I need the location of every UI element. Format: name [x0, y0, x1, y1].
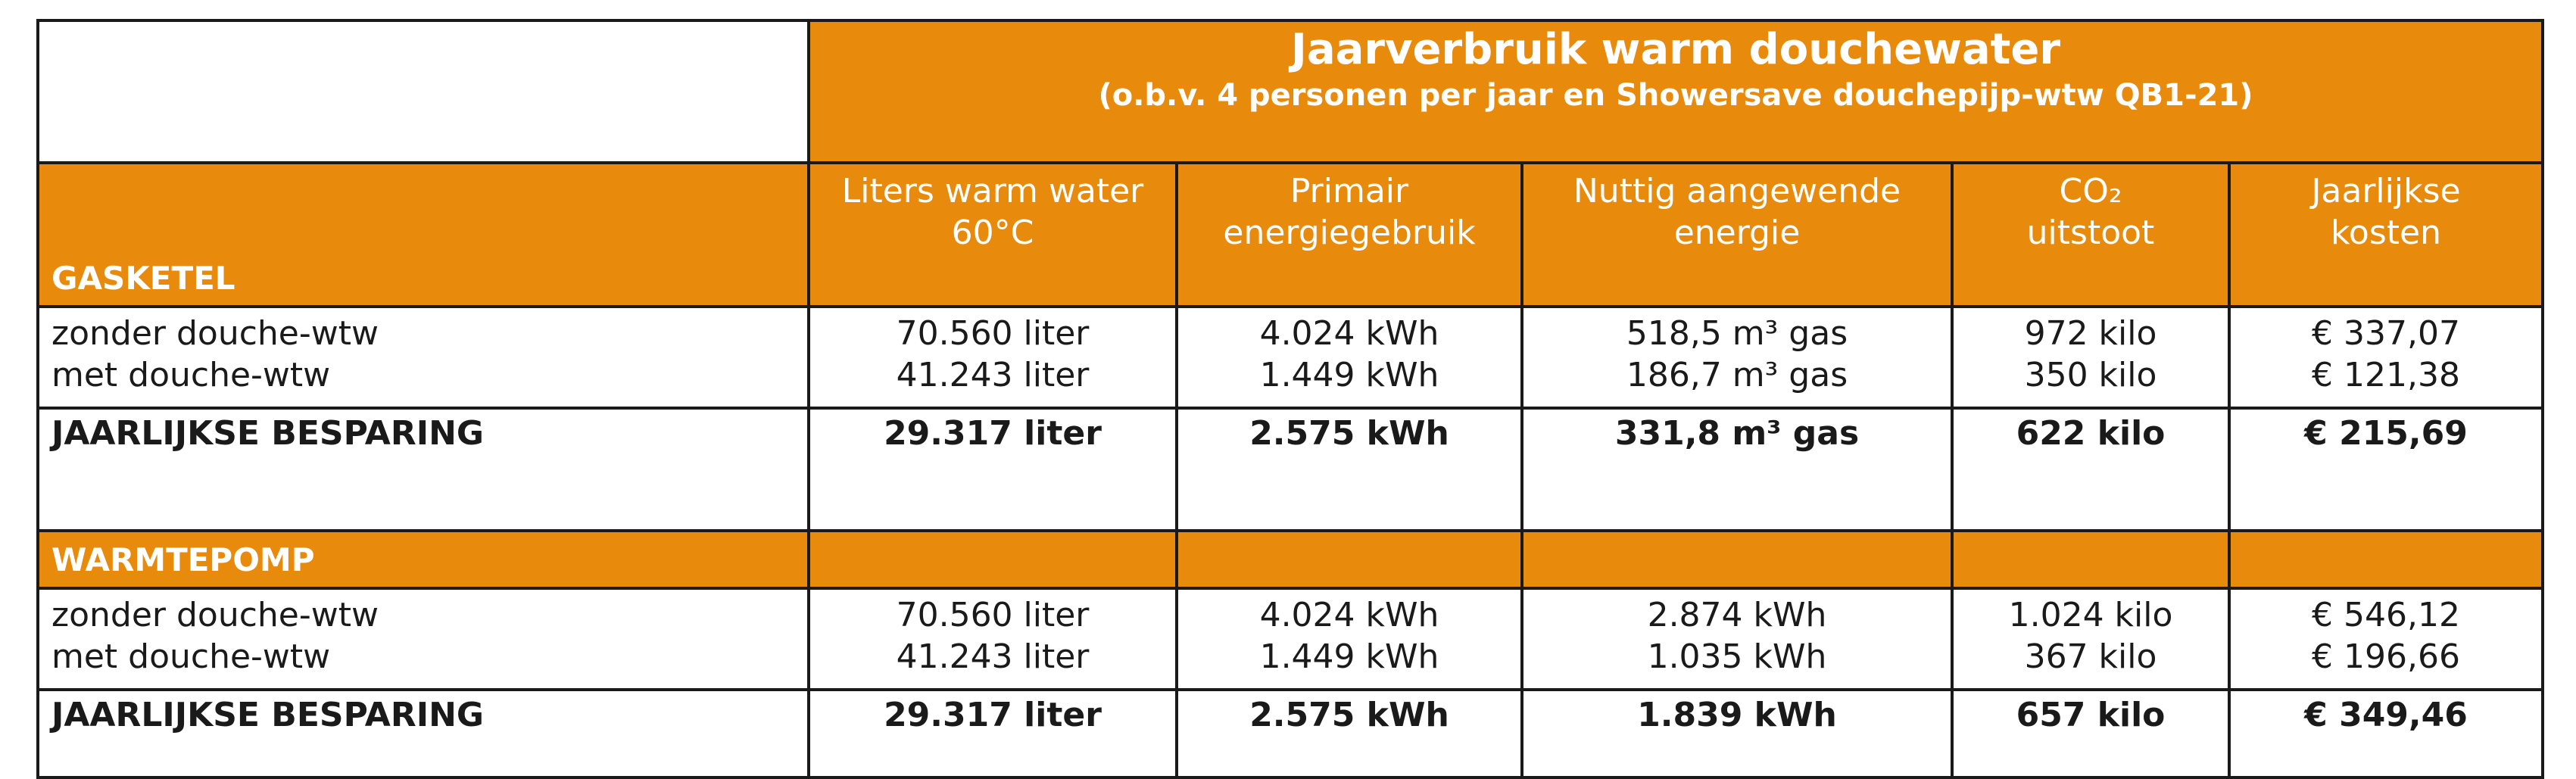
- cell-value: 350 kilo: [2024, 356, 2157, 394]
- table-cell: 2.874 kWh 1.035 kWh: [1520, 587, 1954, 691]
- cell-value: 1.449 kWh: [1259, 637, 1439, 676]
- table-cell: 518,5 m³ gas 186,7 m³ gas: [1520, 305, 1954, 410]
- column-header-line2: 60°C: [951, 213, 1034, 252]
- corner-cell: [36, 19, 810, 164]
- section-header-cell: [1951, 529, 2231, 590]
- cell-value: 367 kilo: [2024, 637, 2157, 676]
- cell-value: 1.035 kWh: [1647, 637, 1827, 676]
- cell-value: 2.874 kWh: [1647, 596, 1827, 634]
- savings-value: 1.839 kWh: [1520, 688, 1954, 779]
- column-header-row: GASKETEL Liters warm water 60°C Primair …: [36, 161, 2545, 308]
- section-label-gasketel: GASKETEL: [36, 161, 810, 308]
- savings-value: € 349,46: [2227, 688, 2545, 779]
- row-label: met douche-wtw: [51, 356, 331, 394]
- table-cell: 4.024 kWh 1.449 kWh: [1175, 587, 1523, 691]
- cell-value: 518,5 m³ gas: [1626, 314, 1848, 353]
- savings-value: 331,8 m³ gas: [1520, 407, 1954, 532]
- column-header-line1: Liters warm water: [841, 172, 1144, 210]
- column-header-line1: Primair: [1290, 172, 1409, 210]
- cell-value: 70.560 liter: [896, 314, 1090, 353]
- column-header-line2: energiegebruik: [1223, 213, 1476, 252]
- section-header-row: WARMTEPOMP: [36, 529, 2545, 590]
- savings-value: 2.575 kWh: [1175, 688, 1523, 779]
- table-cell: € 337,07 € 121,38: [2227, 305, 2545, 410]
- row-label: zonder douche-wtw: [51, 596, 379, 634]
- column-header-co2: CO₂ uitstoot: [1951, 161, 2231, 308]
- title-row: Jaarverbruik warm douchewater (o.b.v. 4 …: [36, 19, 2545, 164]
- section-header-cell: [1175, 529, 1523, 590]
- section-header-cell: [1520, 529, 1954, 590]
- section-header-cell: [807, 529, 1178, 590]
- table-cell: 4.024 kWh 1.449 kWh: [1175, 305, 1523, 410]
- column-header-line1: Jaarlijkse: [2311, 172, 2461, 210]
- cell-value: 186,7 m³ gas: [1626, 356, 1848, 394]
- column-header-line1: CO₂: [2059, 172, 2122, 210]
- table-cell: 972 kilo 350 kilo: [1951, 305, 2231, 410]
- column-header-line2: energie: [1673, 213, 1801, 252]
- savings-value: € 215,69: [2227, 407, 2545, 532]
- row-labels: zonder douche-wtw met douche-wtw: [36, 305, 810, 410]
- column-header-primary-energy: Primair energiegebruik: [1175, 161, 1523, 308]
- row-label: met douche-wtw: [51, 637, 331, 676]
- cell-value: 41.243 liter: [896, 637, 1090, 676]
- energy-comparison-table: Jaarverbruik warm douchewater (o.b.v. 4 …: [36, 19, 2545, 779]
- table-cell: 1.024 kilo 367 kilo: [1951, 587, 2231, 691]
- table-cell: € 546,12 € 196,66: [2227, 587, 2545, 691]
- table-cell: 70.560 liter 41.243 liter: [807, 305, 1178, 410]
- row-label: zonder douche-wtw: [51, 314, 379, 353]
- cell-value: 4.024 kWh: [1259, 314, 1439, 353]
- column-header-useful-energy: Nuttig aangewende energie: [1520, 161, 1954, 308]
- savings-value: 657 kilo: [1951, 688, 2231, 779]
- savings-value: 29.317 liter: [807, 688, 1178, 779]
- row-labels: zonder douche-wtw met douche-wtw: [36, 587, 810, 691]
- cell-value: € 196,66: [2312, 637, 2460, 676]
- cell-value: 972 kilo: [2024, 314, 2157, 353]
- table-row: zonder douche-wtw met douche-wtw 70.560 …: [36, 305, 2545, 410]
- cell-value: € 546,12: [2312, 596, 2460, 634]
- column-header-costs: Jaarlijkse kosten: [2227, 161, 2545, 308]
- savings-label: JAARLIJKSE BESPARING: [36, 688, 810, 779]
- column-header-line2: kosten: [2331, 213, 2441, 252]
- column-header-line2: uitstoot: [2026, 213, 2155, 252]
- savings-row: JAARLIJKSE BESPARING 29.317 liter 2.575 …: [36, 407, 2545, 532]
- table-cell: 70.560 liter 41.243 liter: [807, 587, 1178, 691]
- cell-value: 41.243 liter: [896, 356, 1090, 394]
- column-header-line1: Nuttig aangewende: [1573, 172, 1901, 210]
- cell-value: 4.024 kWh: [1259, 596, 1439, 634]
- cell-value: 70.560 liter: [896, 596, 1090, 634]
- cell-value: € 121,38: [2312, 356, 2460, 394]
- table-title: Jaarverbruik warm douchewater (o.b.v. 4 …: [806, 19, 2545, 164]
- cell-value: 1.449 kWh: [1259, 356, 1439, 394]
- savings-row: JAARLIJKSE BESPARING 29.317 liter 2.575 …: [36, 688, 2545, 779]
- savings-value: 622 kilo: [1951, 407, 2231, 532]
- cell-value: € 337,07: [2312, 314, 2460, 353]
- table-row: zonder douche-wtw met douche-wtw 70.560 …: [36, 587, 2545, 691]
- data-table: Jaarverbruik warm douchewater (o.b.v. 4 …: [36, 19, 2545, 779]
- section-label-warmtepomp: WARMTEPOMP: [36, 529, 810, 590]
- title-main: Jaarverbruik warm douchewater: [1291, 25, 2060, 74]
- savings-label: JAARLIJKSE BESPARING: [36, 407, 810, 532]
- cell-value: 1.024 kilo: [2008, 596, 2173, 634]
- section-header-cell: [2227, 529, 2545, 590]
- savings-value: 2.575 kWh: [1175, 407, 1523, 532]
- savings-value: 29.317 liter: [807, 407, 1178, 532]
- title-subtitle: (o.b.v. 4 personen per jaar en Showersav…: [1098, 78, 2253, 113]
- column-header-liters: Liters warm water 60°C: [807, 161, 1178, 308]
